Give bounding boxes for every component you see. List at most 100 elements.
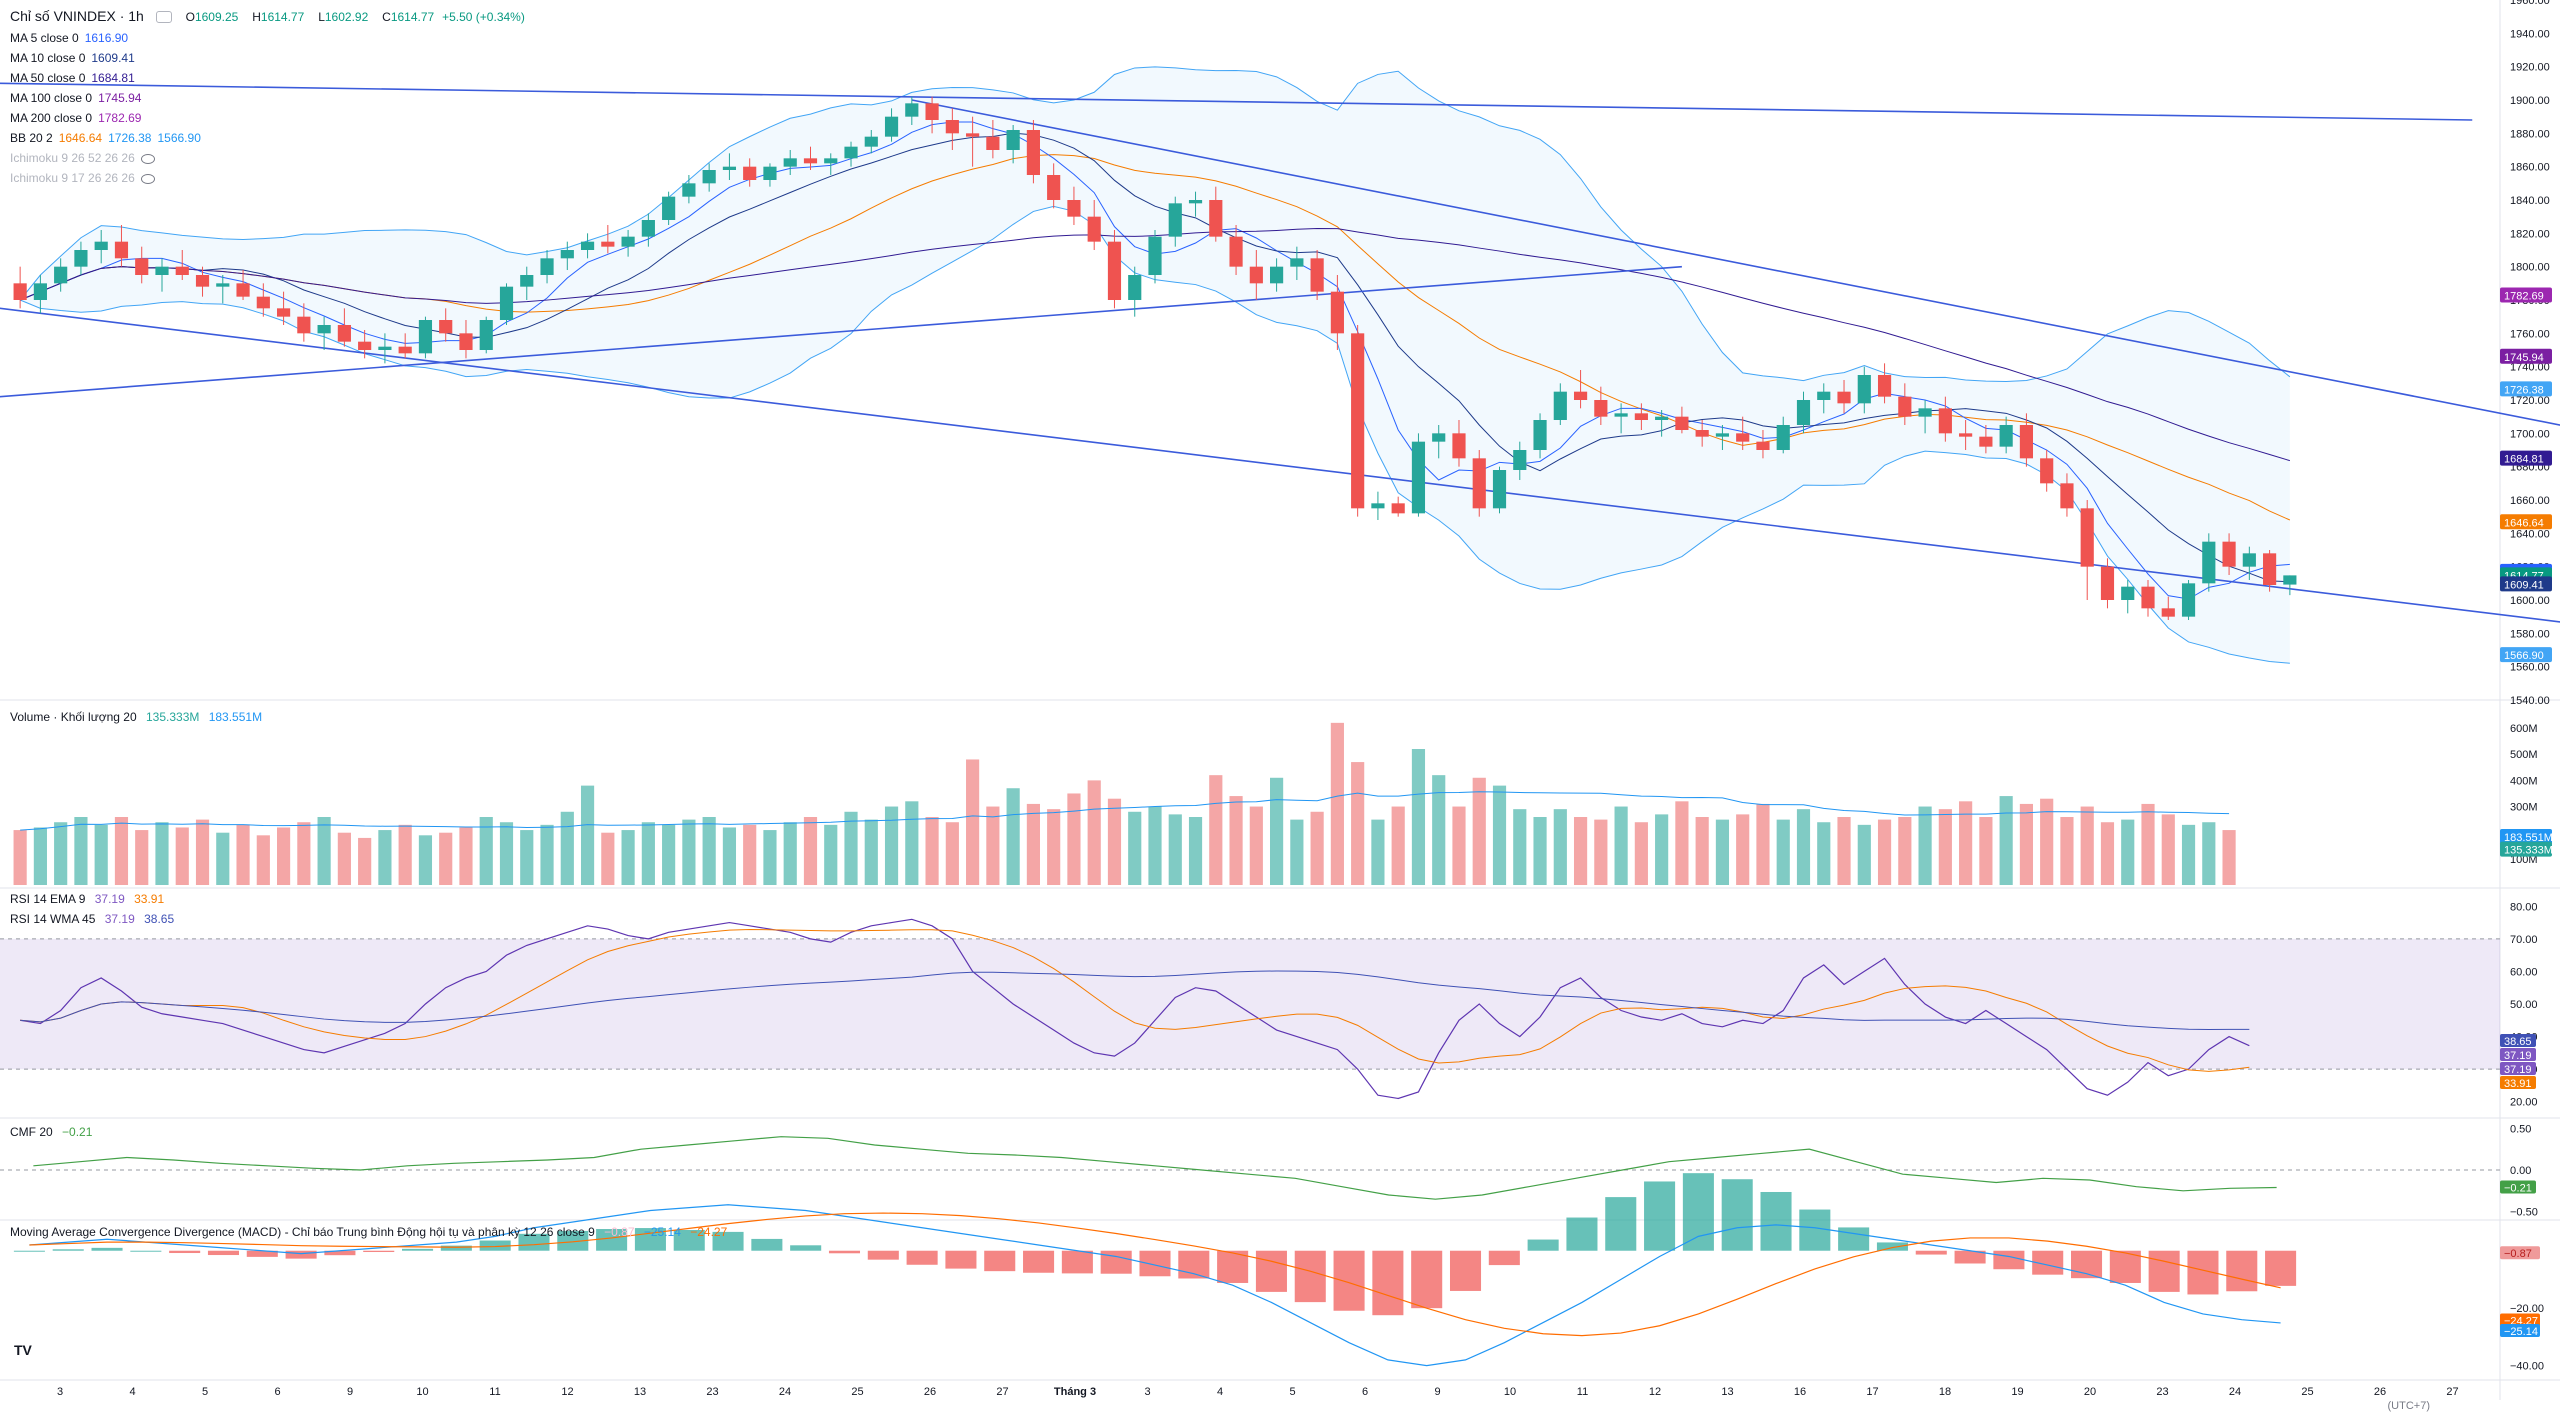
time-axis-label: 24 — [779, 1386, 791, 1398]
volume-bar — [418, 835, 433, 885]
macd-histogram-bar — [906, 1250, 938, 1265]
hidden-eye-icon[interactable] — [140, 173, 155, 184]
volume-axis-label: 600M — [2510, 723, 2538, 735]
volume-legend[interactable]: Volume · Khối lượng 20 135.333M 183.551M — [10, 710, 263, 724]
candle-body — [398, 346, 412, 354]
candle-body — [499, 286, 514, 320]
candle-body — [1229, 236, 1243, 267]
price-axis-label: 1860.00 — [2510, 162, 2550, 174]
time-axis-label: 12 — [1649, 1386, 1661, 1398]
candle-body — [1533, 420, 1547, 450]
time-axis-label: 4 — [1217, 1386, 1223, 1398]
rsi-legend-2[interactable]: RSI 14 WMA 45 37.19 38.65 — [10, 912, 175, 926]
macd-histogram-bar — [557, 1230, 589, 1251]
legend-ichimoku-1[interactable]: Ichimoku 9 26 52 26 26 — [10, 148, 201, 168]
macd-histogram-bar — [751, 1238, 783, 1251]
candle-body — [1209, 200, 1223, 237]
rsi-legend-1[interactable]: RSI 14 EMA 9 37.19 33.91 — [10, 892, 165, 906]
volume-bar — [439, 832, 453, 885]
macd-signal-line — [29, 1212, 2281, 1337]
time-axis-label: 3 — [1144, 1386, 1150, 1398]
volume-bar — [520, 830, 534, 885]
candle-body — [1168, 203, 1182, 237]
candle-body — [2060, 483, 2074, 509]
cmf-legend[interactable]: CMF 20 −0.21 — [10, 1125, 93, 1139]
candle-body — [1513, 450, 1527, 470]
volume-ma-line — [20, 791, 2230, 831]
legend-ma100[interactable]: MA 100 close 0 1745.94 — [10, 91, 142, 105]
hidden-eye-icon[interactable] — [140, 153, 155, 164]
candle-body — [2283, 575, 2297, 585]
macd-histogram-bar — [2032, 1250, 2064, 1275]
candle-body — [195, 275, 210, 287]
volume-bar — [682, 819, 696, 885]
open-value: 1609.25 — [194, 10, 239, 24]
volume-bar — [1168, 814, 1182, 885]
legend-ma5[interactable]: MA 5 close 0 1616.90 — [10, 31, 129, 45]
candle-body — [864, 136, 878, 147]
price-axis-label: 1960.00 — [2510, 0, 2550, 7]
volume-bar — [358, 837, 372, 885]
macd-histogram-bar — [1682, 1173, 1714, 1251]
macd-histogram-bar — [130, 1250, 162, 1252]
volume-bar — [1594, 819, 1608, 885]
candle-body — [256, 296, 270, 309]
time-axis-label: 6 — [1362, 1386, 1368, 1398]
macd-histogram-bar — [1915, 1250, 1947, 1255]
volume-bar — [580, 785, 595, 885]
candle-body — [1128, 275, 1142, 300]
rsi-line — [20, 918, 2250, 1100]
volume-bar — [601, 832, 615, 885]
macd-histogram-bar — [91, 1247, 123, 1251]
candle-body — [803, 158, 818, 164]
change-value: +5.50 (+0.34%) — [442, 10, 525, 24]
price-tag-label: 1782.69 — [2504, 291, 2544, 303]
candle-body — [641, 220, 655, 237]
volume-bar — [155, 822, 169, 885]
price-tag-label: 1684.81 — [2504, 454, 2544, 466]
rsi-axis-label: 70.00 — [2510, 934, 2538, 946]
candle-body — [601, 241, 615, 247]
volume-bar — [722, 827, 737, 885]
candle-body — [13, 283, 27, 300]
candle-body — [1553, 391, 1567, 420]
candle-body — [135, 258, 149, 275]
volume-bar — [945, 822, 959, 885]
volume-bar — [1107, 798, 1122, 885]
candle-body — [1736, 433, 1750, 442]
legend-ma10[interactable]: MA 10 close 0 1609.41 — [10, 51, 135, 65]
time-axis-label: 10 — [416, 1386, 428, 1398]
macd-histogram-bar — [2265, 1250, 2297, 1286]
legend-ma50[interactable]: MA 50 close 0 1684.81 — [10, 71, 135, 85]
volume-bar — [1756, 803, 1770, 885]
macd-legend[interactable]: Moving Average Convergence Divergence (M… — [10, 1225, 728, 1239]
time-axis-label: 20 — [2084, 1386, 2096, 1398]
candle-body — [540, 258, 554, 275]
legend-ma200[interactable]: MA 200 close 0 1782.69 — [10, 111, 142, 125]
volume-bar — [803, 817, 818, 885]
collapse-toggle-icon[interactable] — [155, 11, 172, 24]
time-axis-label: 5 — [202, 1386, 208, 1398]
candle-body — [1675, 416, 1689, 430]
tradingview-logo[interactable]: TV — [14, 1342, 32, 1358]
price-axis-label: 1920.00 — [2510, 62, 2550, 74]
timezone-label[interactable]: (UTC+7) — [2387, 1400, 2430, 1412]
volume-bar — [2040, 798, 2054, 885]
volume-bar — [1270, 777, 1284, 885]
candle-body — [479, 320, 493, 350]
ma10-line — [19, 132, 2290, 583]
volume-bar — [1229, 796, 1243, 885]
volume-bar — [459, 827, 473, 885]
candle-body — [358, 341, 372, 350]
volume-bar — [1796, 809, 1811, 885]
volume-bar — [1513, 809, 1527, 885]
volume-tag-label: 135.333M — [2504, 845, 2553, 857]
candle-body — [1330, 291, 1344, 334]
legend-ichimoku-2[interactable]: Ichimoku 9 17 26 26 26 — [10, 168, 201, 188]
volume-bar — [1188, 817, 1203, 885]
volume-bar — [1047, 809, 1061, 885]
legend-bb[interactable]: BB 20 2 1646.64 1726.38 1566.90 — [10, 131, 201, 145]
volume-bar — [33, 827, 47, 885]
symbol-title[interactable]: Chỉ số VNINDEX · 1h — [10, 8, 144, 24]
